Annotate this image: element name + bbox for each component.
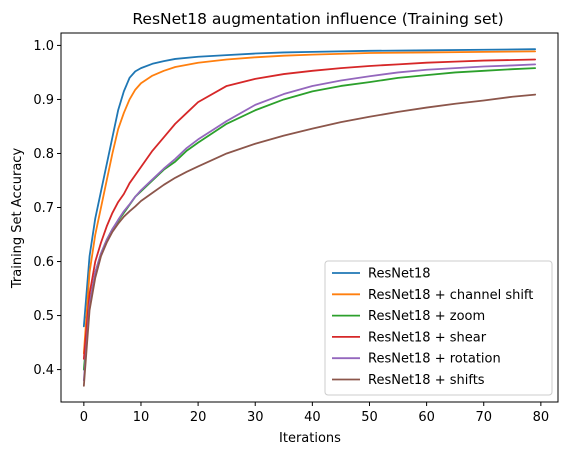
x-tick-label: 70 [475,410,492,425]
y-tick-label: 0.6 [33,255,54,270]
y-tick-label: 0.9 [33,93,54,108]
x-tick-label: 60 [418,410,435,425]
legend-label-2: ResNet18 + zoom [368,309,485,324]
x-tick-label: 80 [533,410,550,425]
series-line-1 [82,50,537,355]
legend-label-3: ResNet18 + shear [368,330,487,345]
legend-label-1: ResNet18 + channel shift [368,288,533,303]
legend: ResNet18 ResNet18 + channel shift ResNet18… [324,260,553,396]
y-axis-label: Training Set Accuracy [10,148,25,290]
y-axis: 0.4 0.5 0.6 0.7 0.8 0.9 1.0 [33,39,61,378]
x-tick-label: 20 [190,410,207,425]
x-tick-label: 0 [80,410,88,425]
legend-box [324,260,553,396]
x-axis: 0 10 20 30 40 50 60 70 80 [80,402,549,425]
y-tick-label: 1.0 [33,39,54,54]
y-tick-label: 0.7 [33,201,54,216]
y-tick-label: 0.8 [33,147,54,162]
legend-label-0: ResNet18 [368,267,431,282]
series-line-3 [82,58,537,360]
x-tick-label: 10 [133,410,150,425]
x-axis-label: Iterations [279,431,341,446]
y-tick-label: 0.4 [33,363,54,378]
x-tick-label: 30 [247,410,264,425]
series-line-4 [82,63,537,382]
series-line-5 [82,93,537,387]
y-tick-label: 0.5 [33,309,54,324]
legend-label-4: ResNet18 + rotation [368,352,501,367]
series-line-0 [82,48,537,328]
plot-frame [60,32,559,403]
plot-lines [82,48,537,387]
x-tick-label: 40 [304,410,321,425]
chart-title: ResNet18 augmentation influence (Trainin… [132,10,503,28]
legend-label-5: ResNet18 + shifts [368,373,485,388]
x-tick-label: 50 [361,410,378,425]
